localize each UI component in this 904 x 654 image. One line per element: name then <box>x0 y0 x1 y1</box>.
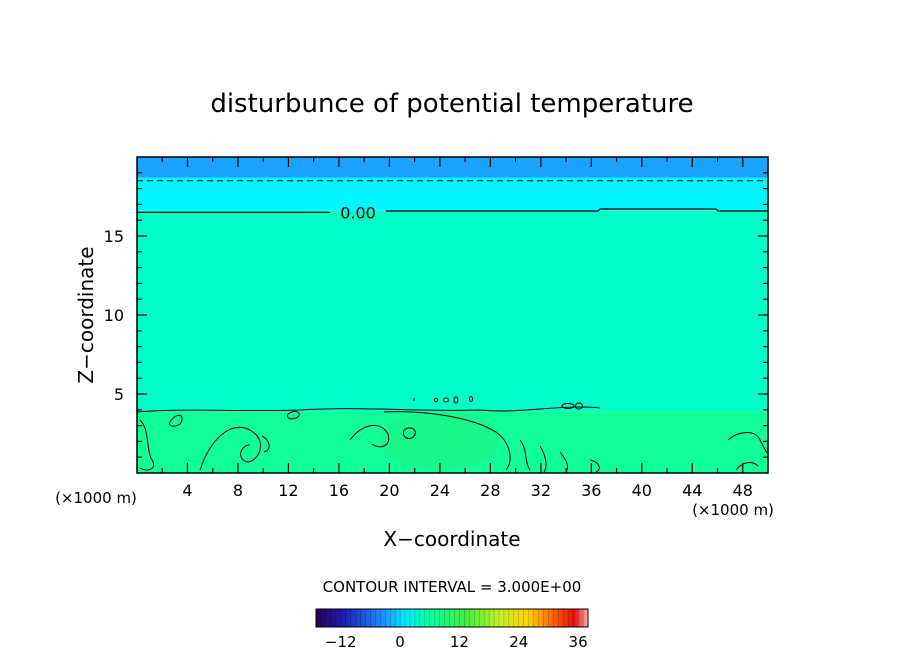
lower-contours <box>137 406 768 473</box>
colorbar-tick-label: 0 <box>395 633 405 651</box>
x-axis-label: X−coordinate <box>383 527 520 551</box>
field-band-1 <box>137 177 768 211</box>
x-tick-label: 40 <box>632 481 652 500</box>
x-unit-right: (×1000 m) <box>692 501 774 519</box>
contour-label: 0.00 <box>340 203 376 222</box>
colorbar-divisions <box>320 609 584 627</box>
x-tick-label: 4 <box>182 481 192 500</box>
x-tick-label: 16 <box>329 481 349 500</box>
x-tick-label: 36 <box>581 481 601 500</box>
colorbar-tick-label: 36 <box>569 633 588 651</box>
field-band-0 <box>137 157 768 178</box>
y-axis-label: Z−coordinate <box>74 246 98 383</box>
contour-interval-text: CONTOUR INTERVAL = 3.000E+00 <box>323 578 582 596</box>
y-tick-label: 10 <box>104 306 124 325</box>
chart-title: disturbunce of potential temperature <box>210 89 693 119</box>
x-tick-label: 48 <box>733 481 753 500</box>
x-tick-label: 24 <box>430 481 450 500</box>
x-unit-left: (×1000 m) <box>55 489 137 507</box>
colorbar <box>315 608 589 628</box>
x-tick-label: 8 <box>233 481 243 500</box>
colorbar-tick-label: 24 <box>509 633 528 651</box>
y-tick-label: 15 <box>104 227 124 246</box>
zero-contour <box>137 208 768 213</box>
field-bands <box>137 157 768 473</box>
field-band-2 <box>137 210 768 412</box>
x-tick-label: 32 <box>531 481 551 500</box>
y-axis-ticks: 5 10 15 <box>104 172 768 458</box>
colorbar-tick-label: 12 <box>450 633 469 651</box>
field-patch <box>379 411 500 472</box>
x-tick-label: 44 <box>682 481 702 500</box>
small-contours <box>413 396 583 410</box>
colorbar-tick-label: −12 <box>325 633 357 651</box>
x-tick-label: 28 <box>480 481 500 500</box>
x-axis-ticks: 4 8 12 16 20 24 28 32 36 40 44 48 <box>161 157 753 500</box>
colorbar-tick-labels: −12 0 12 24 36 <box>325 633 588 651</box>
x-tick-label: 20 <box>379 481 399 500</box>
y-tick-label: 5 <box>114 385 124 404</box>
x-tick-label: 12 <box>278 481 298 500</box>
